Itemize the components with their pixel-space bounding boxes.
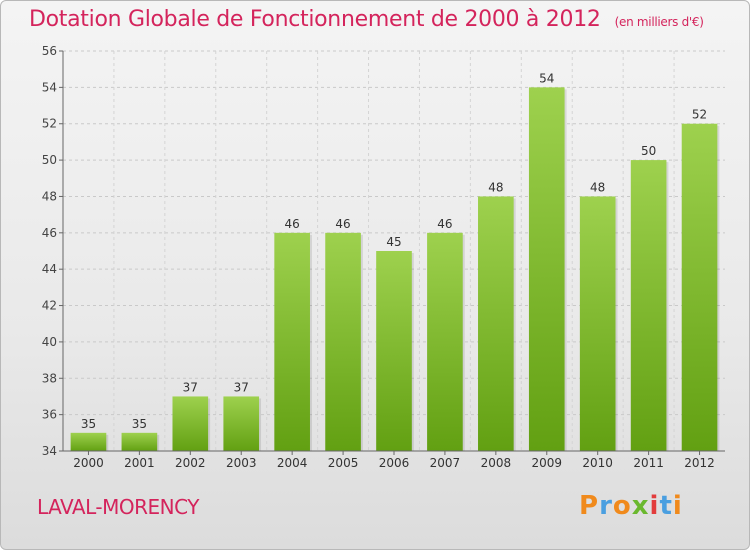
bar-2011 — [630, 160, 667, 451]
data-label: 50 — [641, 144, 656, 158]
y-tick-label: 40 — [42, 335, 57, 349]
logo-letter: i — [649, 491, 660, 521]
bar-2001 — [121, 432, 158, 451]
y-tick-label: 42 — [42, 299, 57, 313]
data-label: 37 — [234, 380, 249, 394]
chart-title: Dotation Globale de Fonctionnement de 20… — [29, 7, 704, 32]
x-tick-label: 2000 — [73, 456, 104, 470]
bar-2009 — [528, 87, 565, 451]
chart-subtitle: (en milliers d'€) — [614, 15, 704, 29]
data-label: 35 — [132, 417, 147, 431]
bar-2004 — [274, 232, 310, 451]
x-tick-label: 2008 — [481, 456, 512, 470]
x-tick-label: 2005 — [328, 456, 359, 470]
bar-2012 — [681, 123, 718, 452]
data-label: 46 — [437, 217, 452, 231]
data-label: 35 — [81, 417, 96, 431]
data-label: 54 — [539, 71, 554, 85]
logo-letter: P — [579, 491, 600, 521]
y-tick-label: 52 — [42, 117, 57, 131]
chart-title-text: Dotation Globale de Fonctionnement de 20… — [29, 7, 601, 32]
y-tick-label: 50 — [42, 153, 57, 167]
data-label: 37 — [183, 380, 198, 394]
x-tick-label: 2011 — [633, 456, 664, 470]
y-tick-label: 38 — [42, 371, 57, 385]
y-tick-label: 56 — [42, 44, 57, 58]
x-tick-label: 2004 — [277, 456, 308, 470]
bar-2008 — [478, 196, 514, 451]
bar-2003 — [223, 396, 260, 451]
data-label: 48 — [488, 180, 503, 194]
logo-letter: x — [631, 491, 650, 521]
logo-letter: t — [659, 491, 673, 521]
logo-letter: o — [612, 491, 632, 521]
y-tick-label: 54 — [42, 80, 57, 94]
proxiti-logo[interactable]: Proxiti — [579, 491, 683, 521]
y-tick-label: 34 — [42, 444, 57, 458]
x-tick-label: 2006 — [379, 456, 410, 470]
y-tick-label: 44 — [42, 262, 57, 276]
data-label: 46 — [335, 217, 350, 231]
logo-letter: i — [672, 491, 683, 521]
x-tick-label: 2002 — [175, 456, 206, 470]
bar-2000 — [70, 432, 107, 451]
y-tick-label: 48 — [42, 189, 57, 203]
x-tick-label: 2007 — [430, 456, 461, 470]
logo-letter: r — [599, 491, 613, 521]
bar-2005 — [325, 232, 361, 451]
bar-2007 — [427, 232, 463, 451]
x-tick-label: 2010 — [582, 456, 613, 470]
x-tick-label: 2003 — [226, 456, 257, 470]
commune-name: LAVAL-MORENCY — [37, 495, 199, 519]
bar-2002 — [172, 396, 209, 451]
data-label: 45 — [386, 235, 401, 249]
bar-2010 — [579, 196, 616, 451]
x-tick-label: 2001 — [124, 456, 155, 470]
data-label: 52 — [692, 108, 707, 122]
data-label: 48 — [590, 180, 605, 194]
y-tick-label: 36 — [42, 408, 57, 422]
y-tick-label: 46 — [42, 226, 57, 240]
data-label: 46 — [285, 217, 300, 231]
bar-2006 — [376, 251, 412, 451]
x-tick-label: 2012 — [684, 456, 715, 470]
x-tick-label: 2009 — [531, 456, 562, 470]
